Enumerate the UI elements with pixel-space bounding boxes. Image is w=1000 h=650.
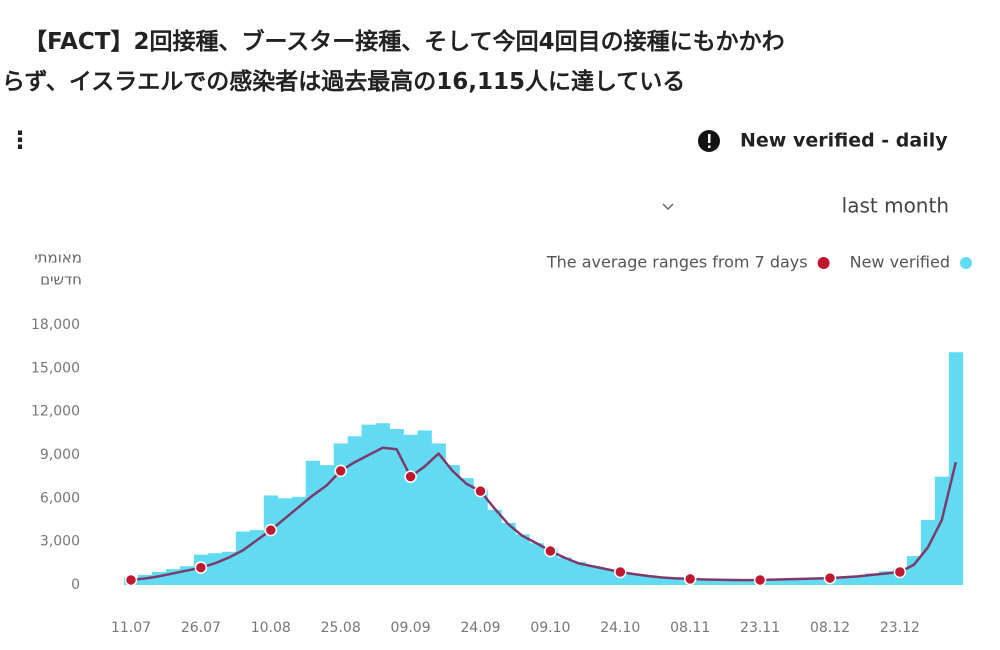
y-tick-label: 3,000	[40, 534, 80, 550]
bar	[445, 465, 460, 585]
bar	[906, 556, 922, 585]
bar	[669, 578, 684, 585]
y-axis-label: מאומתי	[34, 249, 82, 267]
bar	[277, 498, 293, 585]
line-marker	[893, 565, 907, 579]
x-tick-label: 24.09	[460, 620, 500, 636]
line-marker	[823, 571, 837, 585]
bar	[585, 566, 600, 585]
line-marker	[334, 464, 347, 478]
line-marker	[474, 484, 487, 498]
legend-swatch	[817, 257, 830, 269]
line-marker	[683, 572, 697, 586]
info-icon-glyph	[708, 145, 711, 148]
bar	[459, 478, 474, 585]
bar	[529, 543, 544, 585]
line-marker	[264, 523, 278, 537]
x-tick-label: 25.08	[321, 620, 361, 636]
legend-swatch	[960, 257, 972, 269]
bar	[151, 572, 167, 585]
y-tick-label: 18,000	[31, 317, 80, 333]
line-marker	[404, 470, 417, 483]
legend-label: The average ranges from 7 days	[546, 253, 808, 272]
bar	[333, 443, 348, 585]
x-tick-label: 09.10	[530, 620, 570, 636]
bar	[305, 460, 321, 585]
bar	[781, 578, 796, 585]
bar	[403, 434, 418, 585]
bar	[249, 530, 265, 585]
bar	[431, 443, 446, 585]
bar	[697, 579, 712, 585]
bar	[473, 489, 488, 585]
bar	[543, 548, 558, 585]
x-tick-label: 23.11	[740, 620, 780, 636]
bar	[207, 553, 223, 585]
bar	[767, 579, 782, 585]
bar	[920, 520, 936, 585]
bar	[375, 423, 390, 585]
headline-line: 【FACT】2回接種、ブースター接種、そして今回4回目の接種にもかかわ	[24, 29, 785, 55]
line-marker	[614, 565, 627, 579]
dropdown-chevron[interactable]	[662, 203, 674, 211]
x-tick-label: 09.09	[391, 620, 431, 636]
line-marker	[753, 573, 767, 587]
bar	[850, 575, 866, 585]
bar	[487, 509, 502, 585]
x-tick-label: 24.10	[600, 620, 640, 636]
line-marker	[544, 544, 557, 558]
line-marker	[124, 573, 138, 587]
bar	[557, 557, 572, 585]
bar	[627, 574, 642, 585]
x-tick-label: 10.08	[251, 620, 291, 636]
bar	[809, 578, 824, 585]
bar	[235, 531, 251, 585]
widget-title: New verified - daily	[740, 130, 948, 152]
bar	[725, 579, 740, 585]
y-tick-label: 9,000	[40, 447, 80, 463]
bar	[739, 579, 754, 585]
bar	[361, 424, 376, 585]
y-tick-label: 12,000	[31, 404, 80, 420]
bar	[263, 495, 279, 585]
bar	[417, 430, 432, 585]
bar	[599, 569, 614, 585]
x-tick-label: 11.07	[111, 620, 151, 636]
info-icon-glyph	[708, 134, 711, 143]
bar	[515, 534, 530, 585]
bar	[711, 579, 726, 585]
bar	[137, 574, 153, 585]
bar	[795, 578, 810, 585]
line-marker	[194, 561, 208, 574]
x-tick-label: 08.12	[810, 620, 850, 636]
period-select[interactable]: last month	[842, 194, 949, 218]
x-tick-label: 26.07	[181, 620, 221, 636]
y-tick-label: 15,000	[31, 360, 80, 376]
legend-label: New verified	[850, 253, 950, 272]
bar	[571, 561, 586, 585]
bar	[864, 573, 880, 585]
bar	[319, 465, 334, 585]
bar	[501, 522, 516, 585]
bar	[948, 352, 964, 585]
x-tick-label: 23.12	[880, 620, 920, 636]
bar	[389, 429, 404, 585]
y-axis-label: חדשים	[40, 271, 82, 289]
bar	[291, 496, 307, 585]
y-tick-label: 0	[71, 577, 80, 593]
x-tick-label: 08.11	[670, 620, 710, 636]
bar	[347, 436, 362, 585]
bar	[641, 575, 656, 585]
y-tick-label: 6,000	[40, 490, 80, 506]
bar	[655, 577, 670, 585]
headline-line: らず、イスラエルでの感染者は過去最高の16,115人に達している	[2, 69, 686, 95]
bar	[836, 576, 852, 585]
menu-icon[interactable]: ⋮	[8, 126, 32, 154]
